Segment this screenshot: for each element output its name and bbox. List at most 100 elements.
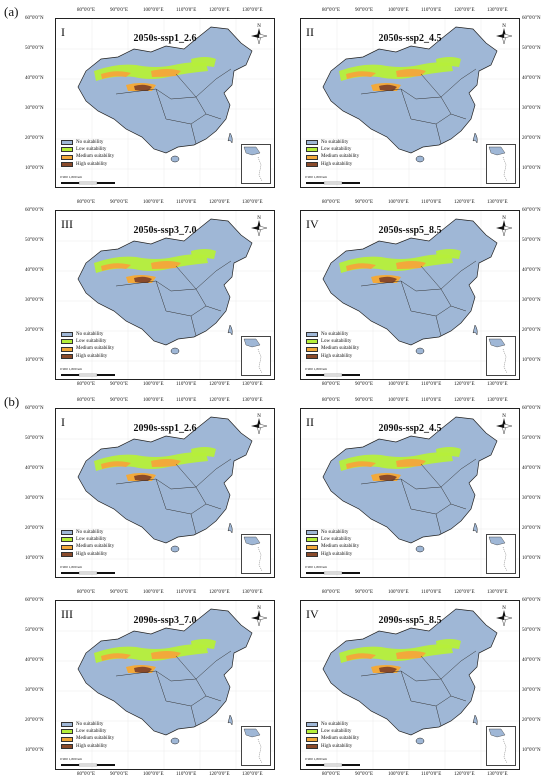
- lat-tick-label: 10°0'0"N: [522, 556, 541, 561]
- medium-suitability-area: [346, 461, 376, 469]
- legend-item: Medium suitability: [306, 735, 359, 742]
- legend-swatch: [61, 154, 73, 160]
- legend-label: Low suitability: [76, 729, 107, 735]
- lon-tick-label: 120°0'0"E: [209, 772, 230, 777]
- lon-tick-label: 130°0'0"E: [242, 8, 263, 13]
- legend-item: Low suitability: [306, 338, 359, 345]
- lon-tick-label: 90°0'0"E: [110, 382, 128, 387]
- lon-tick-label: 100°0'0"E: [388, 200, 409, 205]
- north-arrow-icon: N: [493, 604, 515, 628]
- lon-tick-label: 120°0'0"E: [209, 200, 230, 205]
- china-suitability-map: [301, 19, 519, 187]
- china-outline: [322, 218, 498, 346]
- legend-label: Medium suitability: [76, 154, 115, 160]
- legend-item: Low suitability: [61, 536, 114, 543]
- panel-title: 2090s-ssp3_7.0: [133, 615, 197, 626]
- legend-label: High suitability: [76, 353, 108, 359]
- lon-tick-label: 110°0'0"E: [176, 772, 197, 777]
- lat-tick-label: 20°0'0"N: [522, 328, 541, 333]
- svg-text:N: N: [502, 414, 506, 419]
- lon-tick-label: 100°0'0"E: [388, 398, 409, 403]
- scale-labels: 0 900 1,800 km: [60, 565, 82, 569]
- svg-text:N: N: [257, 24, 261, 29]
- svg-text:N: N: [257, 414, 261, 419]
- map-panel: I 2090s-ssp1_2.6 N No suitability Low suitab…: [55, 408, 275, 578]
- lat-tick-label: 60°0'0"N: [25, 598, 44, 603]
- medium-suitability-area: [396, 651, 426, 659]
- medium-suitability-area: [396, 459, 426, 467]
- medium-suitability-area: [151, 651, 181, 659]
- legend-label: High suitability: [76, 161, 108, 167]
- panel-title: 2050s-ssp3_7.0: [133, 225, 197, 236]
- legend-item: High suitability: [306, 161, 359, 168]
- legend-item: Low suitability: [306, 536, 359, 543]
- lat-tick-label: 30°0'0"N: [25, 298, 44, 303]
- lat-tick-label: 30°0'0"N: [522, 688, 541, 693]
- panel-number: III: [61, 217, 73, 231]
- lon-tick-label: 100°0'0"E: [388, 8, 409, 13]
- lon-tick-label: 80°0'0"E: [77, 772, 95, 777]
- legend-swatch: [306, 722, 318, 728]
- lon-tick-label: 130°0'0"E: [242, 382, 263, 387]
- legend-label: No suitability: [76, 722, 104, 727]
- scale-labels: 0 900 1,800 km: [60, 175, 82, 179]
- lon-tick-label: 120°0'0"E: [209, 8, 230, 13]
- lon-tick-label: 110°0'0"E: [421, 8, 442, 13]
- legend-swatch: [61, 346, 73, 352]
- legend-label: Low suitability: [321, 339, 352, 345]
- legend-swatch: [61, 161, 73, 167]
- legend-label: High suitability: [76, 551, 108, 557]
- lon-tick-label: 100°0'0"E: [143, 772, 164, 777]
- legend-swatch: [61, 729, 73, 735]
- legend-swatch: [306, 147, 318, 153]
- legend-swatch: [61, 551, 73, 557]
- lon-tick-label: 90°0'0"E: [355, 8, 373, 13]
- legend-swatch: [61, 147, 73, 153]
- north-arrow-icon: N: [248, 412, 270, 436]
- medium-suitability-area: [346, 263, 376, 271]
- legend-label: No suitability: [76, 332, 104, 337]
- lon-tick-label: 120°0'0"E: [454, 382, 475, 387]
- north-arrow-icon: N: [248, 214, 270, 238]
- lat-tick-label: 20°0'0"N: [25, 328, 44, 333]
- lon-tick-label: 110°0'0"E: [176, 398, 197, 403]
- legend-item: No suitability: [61, 139, 114, 146]
- legend-label: No suitability: [321, 332, 349, 337]
- svg-text:N: N: [502, 216, 506, 221]
- lat-tick-label: 10°0'0"N: [25, 358, 44, 363]
- scale-bar: [305, 181, 365, 188]
- lon-tick-label: 90°0'0"E: [355, 382, 373, 387]
- legend-item: Medium suitability: [306, 153, 359, 160]
- lon-tick-label: 80°0'0"E: [77, 200, 95, 205]
- lat-tick-label: 60°0'0"N: [25, 16, 44, 21]
- lat-tick-label: 60°0'0"N: [522, 406, 541, 411]
- scale-bar: [305, 373, 365, 380]
- lon-tick-label: 80°0'0"E: [77, 398, 95, 403]
- lon-tick-label: 90°0'0"E: [355, 772, 373, 777]
- scale-bar: [305, 571, 365, 578]
- north-arrow-icon: N: [248, 22, 270, 46]
- legend-item: No suitability: [61, 721, 114, 728]
- low-suitability-area: [191, 639, 216, 649]
- lon-tick-label: 130°0'0"E: [242, 398, 263, 403]
- north-arrow-icon: N: [493, 412, 515, 436]
- medium-suitability-area: [151, 69, 181, 77]
- legend-item: High suitability: [61, 161, 114, 168]
- lat-tick-label: 50°0'0"N: [522, 238, 541, 243]
- lat-tick-label: 20°0'0"N: [522, 526, 541, 531]
- lon-tick-label: 110°0'0"E: [421, 590, 442, 595]
- lat-tick-label: 40°0'0"N: [522, 268, 541, 273]
- panel-title: 2090s-ssp2_4.5: [378, 423, 442, 434]
- map-legend: No suitability Low suitability Medium suit…: [61, 721, 114, 750]
- lat-tick-label: 50°0'0"N: [522, 628, 541, 633]
- lon-tick-label: 120°0'0"E: [209, 590, 230, 595]
- legend-swatch: [61, 722, 73, 728]
- lon-tick-label: 110°0'0"E: [421, 200, 442, 205]
- lon-tick-label: 90°0'0"E: [110, 398, 128, 403]
- lon-tick-label: 100°0'0"E: [143, 590, 164, 595]
- legend-item: No suitability: [61, 331, 114, 338]
- lat-tick-label: 40°0'0"N: [25, 658, 44, 663]
- china-suitability-map: [301, 211, 519, 379]
- lon-tick-label: 110°0'0"E: [176, 8, 197, 13]
- legend-swatch: [306, 154, 318, 160]
